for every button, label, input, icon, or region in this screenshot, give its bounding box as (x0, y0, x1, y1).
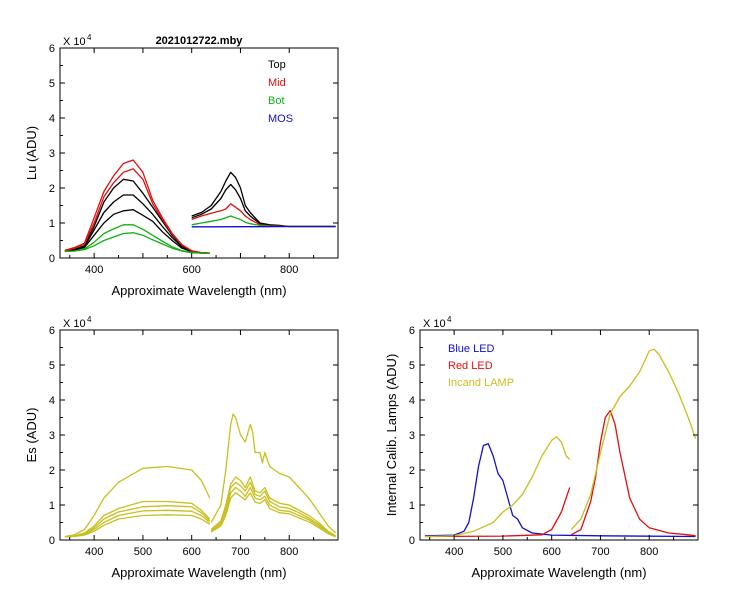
lamps-legend-entry: Blue LED (448, 343, 495, 355)
es-series-group (64, 413, 337, 538)
es-series-line-8 (210, 486, 336, 538)
lamps-xtick-label: 800 (640, 546, 658, 558)
es-series-line-4 (64, 514, 211, 538)
lamps-ytick-label: 4 (409, 395, 415, 407)
lu-xtick-label: 600 (183, 264, 201, 276)
lu-multiplier: X 10 (63, 36, 86, 48)
es-multiplier-exponent: 4 (87, 315, 92, 324)
es-ylabel: Es (ADU) (24, 408, 39, 463)
lamps-ytick-label: 5 (409, 360, 415, 372)
es-series-line-0 (64, 465, 211, 538)
es-xtick-label: 800 (280, 546, 298, 558)
lu-multiplier-exponent: 4 (87, 33, 92, 42)
lu-legend-entry: Mid (268, 77, 286, 89)
es-series-line-3 (64, 509, 211, 538)
es-series-line-6 (210, 476, 336, 537)
lu-legend-entry: Top (268, 59, 286, 71)
lamps-ytick-label: 6 (409, 325, 415, 337)
es-series-line-2 (64, 505, 211, 538)
es-xtick-label: 600 (183, 546, 201, 558)
lu-title: 2021012722.mby (156, 35, 244, 47)
lu-series-line-4 (64, 168, 210, 254)
es-xtick-label: 400 (85, 546, 103, 558)
lu-ytick-label: 0 (49, 253, 55, 265)
lamps-ytick-label: 2 (409, 465, 415, 477)
lamps-series-line-3 (424, 436, 571, 538)
lamps-ytick-label: 1 (409, 500, 415, 512)
es-ytick-label: 0 (49, 535, 55, 547)
lamps-xtick-label: 500 (494, 546, 512, 558)
lamps-ylabel: Internal Calib. Lamps (ADU) (384, 354, 399, 517)
lu-series-line-8 (191, 183, 336, 228)
es-ytick-label: 2 (49, 465, 55, 477)
lu-series-line-6 (64, 224, 210, 254)
lu-xtick-label: 400 (85, 264, 103, 276)
es-xlabel: Approximate Wavelength (nm) (111, 565, 286, 580)
lu-series-line-7 (191, 171, 336, 228)
lamps-xlabel: Approximate Wavelength (nm) (471, 565, 646, 580)
lu-ytick-label: 1 (49, 218, 55, 230)
lu-series-line-1 (64, 194, 210, 254)
lu-legend-entry: Bot (268, 95, 285, 107)
lamps-legend-entry: Red LED (448, 360, 493, 372)
es-series-line-7 (210, 481, 336, 537)
lamps-multiplier: X 10 (423, 318, 446, 330)
es-series-line-5 (210, 413, 337, 534)
es-xtick-label: 500 (134, 546, 152, 558)
es-series-line-9 (210, 492, 336, 538)
es-ytick-label: 6 (49, 325, 55, 337)
lu-legend-entry: MOS (268, 113, 293, 125)
lamps-ytick-label: 0 (409, 535, 415, 547)
lamps-xtick-label: 600 (543, 546, 561, 558)
lamps-legend-entry: Incand LAMP (448, 377, 514, 389)
lu-xlabel: Approximate Wavelength (nm) (111, 283, 286, 298)
lu-ytick-label: 2 (49, 183, 55, 195)
es-ytick-label: 4 (49, 395, 55, 407)
es-ytick-label: 1 (49, 500, 55, 512)
lu-series-line-2 (64, 209, 210, 254)
lamps-series-line-0 (424, 443, 696, 538)
lu-ytick-label: 4 (49, 113, 55, 125)
lamps-xtick-label: 400 (445, 546, 463, 558)
lamps-ytick-label: 3 (409, 430, 415, 442)
lu-ytick-label: 6 (49, 43, 55, 55)
lu-ytick-label: 3 (49, 148, 55, 160)
es-ytick-label: 5 (49, 360, 55, 372)
lamps-series-line-2 (570, 409, 696, 537)
lamps-series-line-4 (570, 348, 697, 530)
lu-series-group (64, 159, 336, 254)
es-multiplier: X 10 (63, 318, 86, 330)
lamps-xtick-label: 700 (591, 546, 609, 558)
es-xtick-label: 700 (231, 546, 249, 558)
lamps-series-group (424, 348, 697, 538)
lamps-series-line-1 (424, 487, 571, 538)
es-ytick-label: 3 (49, 430, 55, 442)
lu-ylabel: Lu (ADU) (24, 126, 39, 180)
lu-ytick-label: 5 (49, 78, 55, 90)
lu-xtick-label: 800 (280, 264, 298, 276)
lamps-multiplier-exponent: 4 (447, 315, 452, 324)
